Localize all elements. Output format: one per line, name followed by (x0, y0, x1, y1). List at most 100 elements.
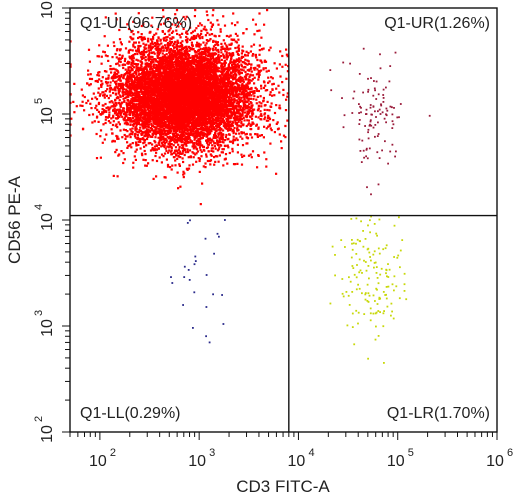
event-dot (145, 125, 148, 128)
event-dot (141, 108, 144, 112)
event-dot (135, 69, 138, 72)
event-dot (105, 106, 108, 109)
event-dot (145, 89, 148, 92)
event-dot (171, 164, 174, 167)
event-dot (112, 67, 115, 70)
event-dot (122, 77, 125, 80)
event-dot (135, 142, 138, 146)
event-dot (243, 62, 246, 65)
event-dot (140, 90, 143, 93)
event-dot (271, 77, 274, 80)
event-dot (246, 63, 249, 66)
event-dot (161, 52, 164, 55)
event-dot (198, 90, 201, 93)
event-dot (132, 43, 135, 46)
event-dot (153, 81, 156, 84)
event-dot (125, 90, 128, 93)
event-dot (133, 53, 136, 56)
event-dot (136, 120, 139, 123)
event-dot (239, 75, 242, 79)
event-dot (119, 87, 122, 90)
event-dot (106, 81, 109, 84)
event-dot (131, 56, 134, 59)
event-dot (90, 77, 94, 81)
event-dot (152, 35, 155, 38)
event-dot (234, 46, 237, 50)
event-dot (172, 58, 175, 61)
event-dot (81, 94, 84, 97)
event-dot (135, 144, 138, 147)
event-dot (185, 35, 188, 39)
event-dot (231, 121, 235, 124)
event-dot (146, 71, 149, 74)
event-dot (279, 75, 282, 78)
event-dot (118, 53, 121, 57)
event-dot (226, 124, 229, 128)
event-dot (212, 150, 215, 153)
event-dot (241, 79, 244, 82)
event-dot (223, 42, 227, 45)
event-dot (244, 133, 247, 136)
event-dot (142, 158, 145, 161)
event-dot (156, 60, 160, 63)
event-dot (123, 116, 126, 120)
event-dot (159, 50, 162, 53)
event-dot (240, 71, 243, 75)
event-dot (246, 137, 250, 140)
event-dot (141, 154, 144, 157)
event-dot (178, 81, 181, 84)
event-dot (265, 158, 268, 161)
event-dot (211, 117, 215, 120)
event-dot (130, 58, 133, 61)
event-dot (257, 127, 260, 130)
event-dot (147, 49, 150, 52)
event-dot (221, 97, 224, 100)
event-dot (249, 101, 252, 104)
event-dot (131, 85, 134, 88)
event-dot (212, 39, 215, 42)
event-dot (263, 60, 266, 63)
event-dot (152, 79, 155, 82)
event-dot (170, 52, 173, 55)
event-dot (195, 125, 198, 128)
event-dot (204, 44, 207, 47)
event-dot (107, 120, 110, 123)
event-dot (177, 25, 180, 28)
event-dot (131, 131, 134, 134)
event-dot (171, 125, 174, 128)
event-dot (187, 151, 190, 154)
event-dot (126, 107, 129, 110)
event-dot (201, 67, 204, 70)
event-dot (153, 126, 156, 129)
event-dot (163, 55, 166, 58)
event-dot (177, 41, 180, 44)
event-dot (135, 67, 138, 70)
event-dot (134, 49, 138, 52)
event-dot (115, 108, 118, 112)
event-dot (107, 59, 110, 62)
event-dot (126, 130, 129, 133)
event-dot (222, 39, 225, 42)
event-dot (216, 144, 220, 147)
event-dot (118, 99, 121, 102)
event-dot (209, 28, 212, 31)
event-dot (151, 77, 154, 80)
event-dot (149, 129, 152, 133)
event-dot (257, 126, 260, 129)
event-dot (148, 53, 151, 56)
event-dot (98, 94, 101, 97)
event-dot (253, 95, 256, 98)
event-dot (132, 72, 135, 75)
event-dot (115, 148, 118, 151)
event-dot (141, 55, 144, 58)
event-dot (165, 46, 168, 49)
event-dot (177, 60, 180, 64)
event-dot (273, 111, 277, 115)
event-dot (228, 35, 231, 38)
event-dot (177, 45, 180, 48)
event-dot (101, 108, 104, 111)
event-dot (132, 114, 135, 117)
event-dot (247, 60, 250, 63)
event-dot (195, 139, 199, 143)
event-dot (144, 126, 147, 129)
